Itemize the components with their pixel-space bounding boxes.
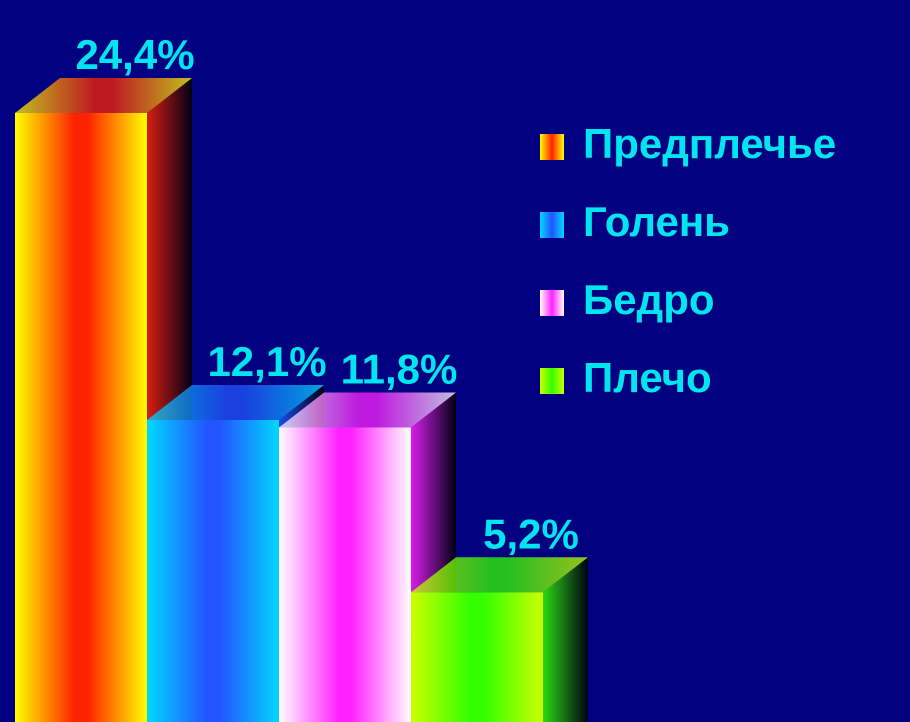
bar-top <box>15 78 192 113</box>
legend-label: Предплечье <box>583 120 836 167</box>
bar-side <box>543 557 588 722</box>
value-label: 5,2% <box>483 510 579 557</box>
bar <box>147 419 279 722</box>
bar <box>15 113 147 722</box>
legend-label: Голень <box>583 198 730 245</box>
bar-top <box>411 557 588 593</box>
legend-label: Плечо <box>583 354 712 401</box>
legend-swatch <box>540 368 564 394</box>
bar <box>279 427 411 722</box>
legend-swatch <box>540 290 564 316</box>
legend-label: Бедро <box>583 276 715 323</box>
legend-swatch <box>540 134 564 160</box>
value-label: 12,1% <box>207 338 326 385</box>
legend-swatch <box>540 212 564 238</box>
value-label: 11,8% <box>341 346 458 393</box>
bar-top <box>147 384 324 420</box>
value-label: 24,4% <box>75 31 194 78</box>
bar <box>411 592 543 722</box>
bar-top <box>279 392 456 428</box>
